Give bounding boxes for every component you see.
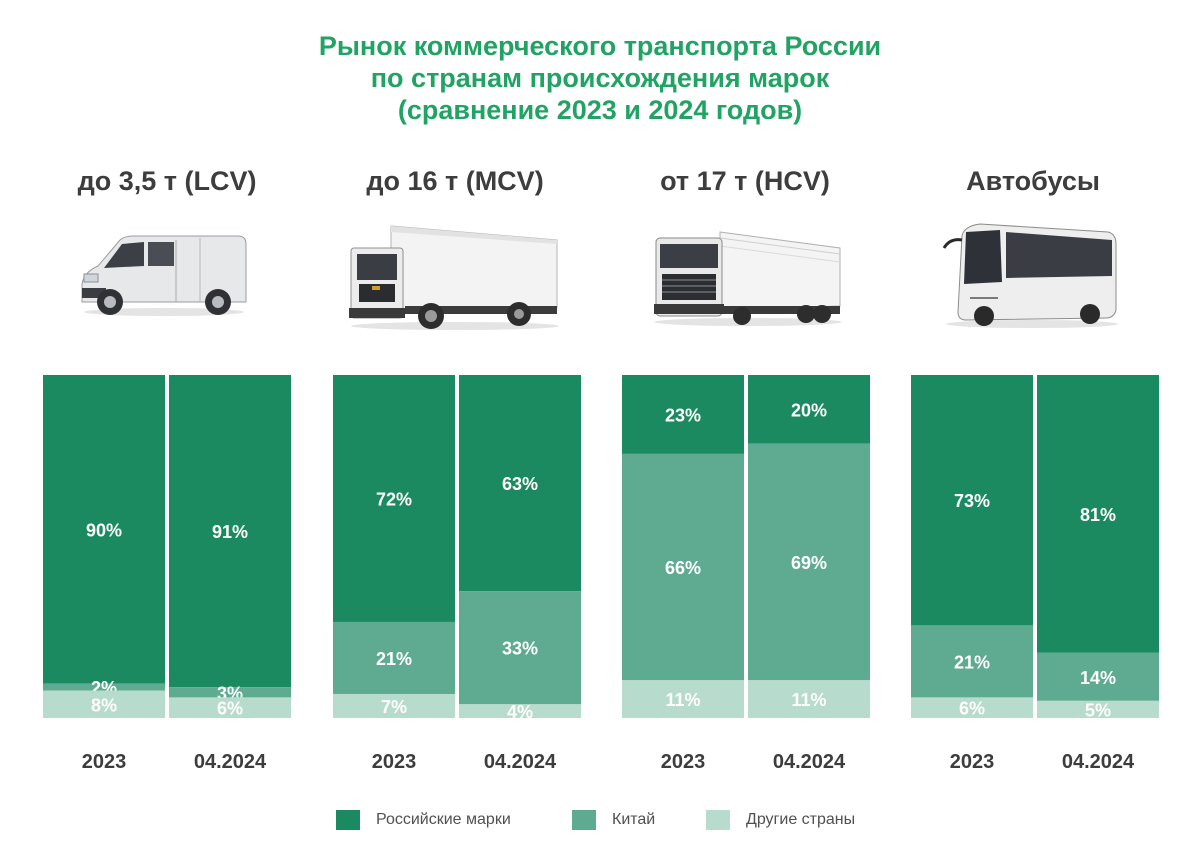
bar-segment-russian [748,375,870,444]
bar-segment-other [333,693,455,718]
x-axis-label: 04.2024 [773,751,846,773]
bar-segment-russian [459,375,581,592]
bar-segment-china [169,687,291,698]
data-label-russian: 90% [86,520,122,540]
bar-segment-china [43,683,165,691]
bar-segment-china [459,591,581,705]
data-label-other: 6% [959,699,985,719]
group-title-lcv: до 3,5 т (LCV) [77,166,257,196]
data-label-russian: 63% [502,474,538,494]
data-label-china: 66% [665,558,701,578]
data-label-china: 21% [376,649,412,669]
legend-label-russian: Российские марки [376,811,511,828]
x-axis-label: 04.2024 [194,751,267,773]
legend-label-china: Китай [612,811,656,828]
x-axis-label: 04.2024 [1062,751,1135,773]
group-title-mcv: до 16 т (MCV) [366,166,544,196]
bar-segment-other [169,697,291,718]
data-label-russian: 72% [376,489,412,509]
legend: Российские марки Китай Другие страны [0,808,1200,832]
chart-title: Рынок коммерческого транспорта России по… [0,30,1200,126]
data-label-other: 11% [791,690,826,710]
legend-swatch-russian [336,810,360,830]
data-label-russian: 23% [665,405,701,425]
legend-item-other: Другие страны [706,808,855,832]
x-axis-label: 2023 [950,751,995,773]
bar-segment-other [43,690,165,718]
bar-segment-russian [622,375,744,454]
bar-segment-russian [333,375,455,622]
bar-segment-other [1037,700,1159,718]
bar-segment-other [748,680,870,718]
bar-segment-china [1037,652,1159,701]
bar-segment-china [748,443,870,681]
x-axis-label: 2023 [82,751,127,773]
data-label-other: 11% [665,690,700,710]
bar-segment-russian [169,375,291,688]
data-label-other: 8% [91,695,117,715]
legend-label-other: Другие страны [746,811,856,828]
chart-title-line-3: (сравнение 2023 и 2024 годов) [397,95,803,125]
bar-segment-china [333,621,455,694]
data-label-other: 7% [381,697,407,717]
group-title-bus: Автобусы [966,166,1100,196]
bar-segment-russian [911,375,1033,626]
data-label-russian: 91% [212,522,248,542]
data-label-china: 33% [502,639,538,659]
data-label-china: 21% [954,652,990,672]
bar-segment-other [459,704,581,718]
x-axis-label: 04.2024 [484,751,557,773]
bar-segment-other [622,680,744,718]
heavy-truck-icon [654,231,842,326]
bar-segment-china [911,625,1033,698]
chart-title-line-2: по странам происхождения марок [370,63,830,93]
data-label-other: 5% [1085,700,1111,720]
data-label-russian: 20% [791,400,827,420]
legend-item-china: Китай [572,808,655,832]
data-label-china: 14% [1080,668,1116,688]
x-axis-label: 2023 [661,751,706,773]
medium-truck-icon [349,225,559,330]
van-icon [81,235,247,316]
data-label-russian: 73% [954,491,990,511]
bus-icon [942,223,1118,328]
chart-title-line-1: Рынок коммерческого транспорта России [318,31,882,61]
legend-swatch-other [706,810,730,830]
legend-item-russian: Российские марки [336,808,511,832]
data-label-russian: 81% [1080,505,1116,525]
x-axis-label: 2023 [372,751,417,773]
bar-segment-china [622,453,744,681]
bar-segment-russian [1037,375,1159,653]
group-title-hcv: от 17 т (HCV) [660,166,830,196]
data-label-other: 6% [217,699,243,719]
data-label-china: 69% [791,553,827,573]
legend-swatch-china [572,810,596,830]
bar-segment-other [911,697,1033,718]
data-label-other: 4% [507,702,533,722]
bar-segment-russian [43,375,165,684]
